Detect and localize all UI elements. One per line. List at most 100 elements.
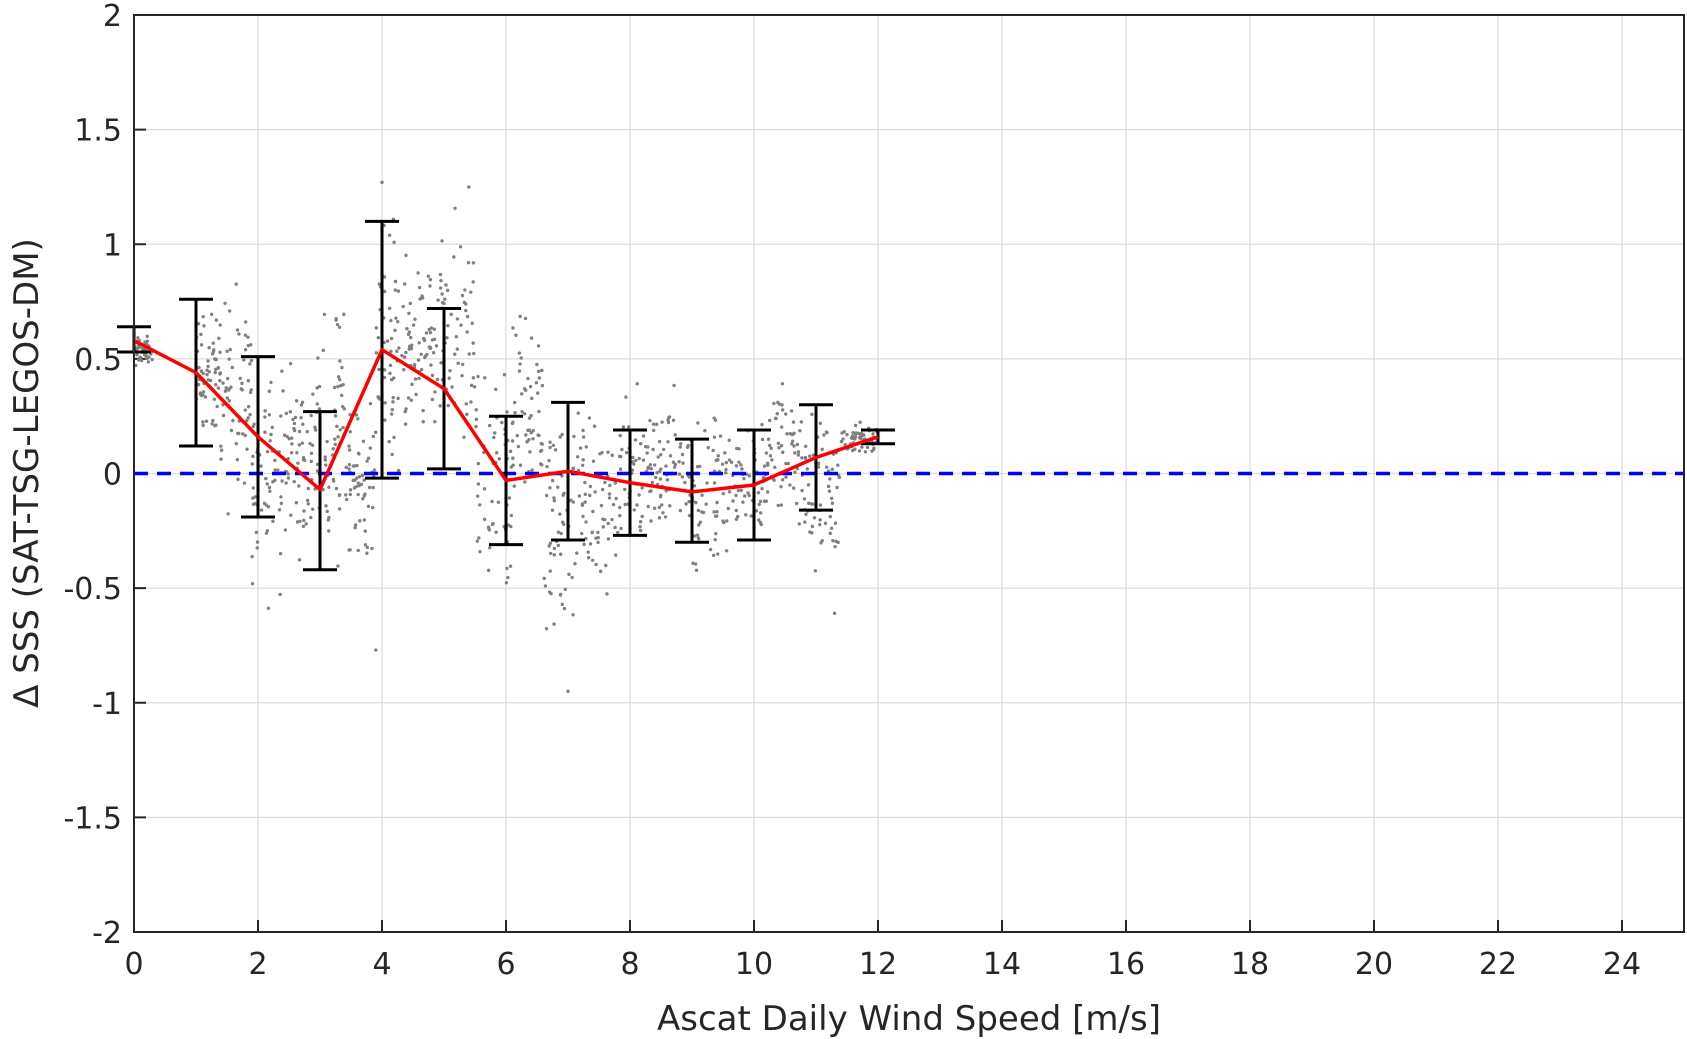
scatter-point bbox=[216, 365, 220, 370]
scatter-point bbox=[231, 418, 235, 423]
scatter-point bbox=[734, 464, 739, 468]
scatter-point bbox=[607, 492, 612, 496]
scatter-point bbox=[225, 349, 229, 353]
scatter-point bbox=[739, 463, 743, 467]
scatter-point bbox=[623, 502, 627, 507]
scatter-point bbox=[452, 255, 456, 259]
scatter-point bbox=[483, 376, 487, 380]
scatter-point bbox=[792, 486, 796, 490]
scatter-point bbox=[368, 446, 372, 450]
scatter-point bbox=[439, 278, 443, 283]
scatter-point bbox=[435, 377, 440, 382]
scatter-point bbox=[289, 513, 293, 517]
scatter-point bbox=[618, 505, 622, 510]
scatter-point bbox=[737, 460, 741, 464]
scatter-point bbox=[338, 359, 342, 363]
scatter-point bbox=[374, 326, 379, 330]
scatter-point bbox=[706, 445, 710, 450]
scatter-point bbox=[634, 458, 638, 463]
scatter-point bbox=[580, 503, 585, 507]
scatter-point bbox=[433, 420, 437, 424]
scatter-point bbox=[746, 491, 750, 495]
y-tick-label: 1.5 bbox=[74, 114, 122, 149]
scatter-point bbox=[792, 444, 796, 448]
scatter-point bbox=[658, 469, 662, 473]
scatter-point bbox=[392, 435, 396, 440]
scatter-point bbox=[450, 385, 454, 389]
scatter-point bbox=[668, 454, 673, 458]
scatter-point bbox=[556, 543, 560, 548]
scatter-point bbox=[770, 458, 774, 462]
scatter-point bbox=[638, 528, 643, 533]
scatter-point bbox=[417, 376, 421, 381]
scatter-point bbox=[347, 467, 351, 471]
scatter-point bbox=[440, 239, 444, 243]
scatter-point bbox=[431, 351, 436, 355]
scatter-point bbox=[382, 289, 387, 294]
scatter-point bbox=[214, 357, 218, 361]
scatter-point bbox=[277, 508, 282, 512]
scatter-point bbox=[251, 486, 256, 490]
scatter-point bbox=[576, 411, 580, 415]
scatter-point bbox=[571, 613, 575, 617]
scatter-point bbox=[304, 522, 308, 526]
scatter-point bbox=[832, 611, 837, 616]
x-tick-label: 8 bbox=[620, 947, 639, 982]
scatter-point bbox=[238, 376, 242, 381]
scatter-point bbox=[793, 451, 797, 455]
scatter-point bbox=[567, 572, 571, 577]
scatter-point bbox=[215, 404, 219, 409]
scatter-point bbox=[405, 327, 409, 331]
scatter-point bbox=[655, 471, 659, 475]
scatter-point bbox=[548, 569, 552, 573]
scatter-point bbox=[657, 439, 662, 444]
scatter-point bbox=[324, 504, 328, 508]
scatter-point bbox=[391, 395, 395, 400]
scatter-point bbox=[797, 522, 801, 526]
scatter-point bbox=[471, 280, 475, 284]
scatter-point bbox=[646, 445, 650, 449]
scatter-point bbox=[279, 414, 283, 418]
scatter-point bbox=[453, 206, 457, 210]
scatter-point bbox=[356, 481, 360, 485]
scatter-point bbox=[394, 316, 398, 320]
scatter-point bbox=[226, 376, 230, 381]
scatter-point bbox=[677, 460, 681, 464]
scatter-point bbox=[619, 454, 623, 459]
scatter-point bbox=[371, 485, 375, 490]
scatter-point bbox=[146, 360, 151, 364]
scatter-point bbox=[767, 443, 772, 448]
scatter-point bbox=[291, 417, 295, 422]
x-tick-label: 16 bbox=[1107, 947, 1145, 982]
scatter-point bbox=[788, 483, 792, 487]
scatter-point bbox=[407, 347, 411, 351]
scatter-point bbox=[807, 501, 811, 505]
scatter-point bbox=[795, 442, 800, 447]
scatter-point bbox=[720, 462, 725, 466]
scatter-point bbox=[591, 459, 596, 463]
scatter-point bbox=[288, 410, 293, 414]
scatter-point bbox=[201, 371, 205, 376]
scatter-point bbox=[351, 478, 355, 483]
scatter-point bbox=[402, 282, 407, 286]
scatter-point bbox=[835, 485, 839, 490]
scatter-point bbox=[659, 452, 663, 457]
scatter-point bbox=[871, 447, 876, 452]
scatter-point bbox=[534, 381, 539, 385]
scatter-point bbox=[309, 515, 313, 520]
scatter-point bbox=[552, 496, 556, 500]
scatter-point bbox=[221, 381, 225, 385]
scatter-point bbox=[508, 564, 513, 568]
scatter-point bbox=[380, 180, 384, 185]
scatter-point bbox=[513, 411, 517, 415]
scatter-point bbox=[718, 434, 723, 438]
scatter-point bbox=[202, 324, 206, 328]
scatter-point bbox=[520, 409, 524, 414]
scatter-point bbox=[347, 448, 352, 452]
scatter-point bbox=[552, 499, 557, 503]
scatter-point bbox=[495, 451, 499, 455]
scatter-point bbox=[558, 552, 563, 556]
scatter-point bbox=[632, 508, 636, 512]
scatter-point bbox=[671, 418, 676, 422]
scatter-point bbox=[606, 521, 610, 526]
